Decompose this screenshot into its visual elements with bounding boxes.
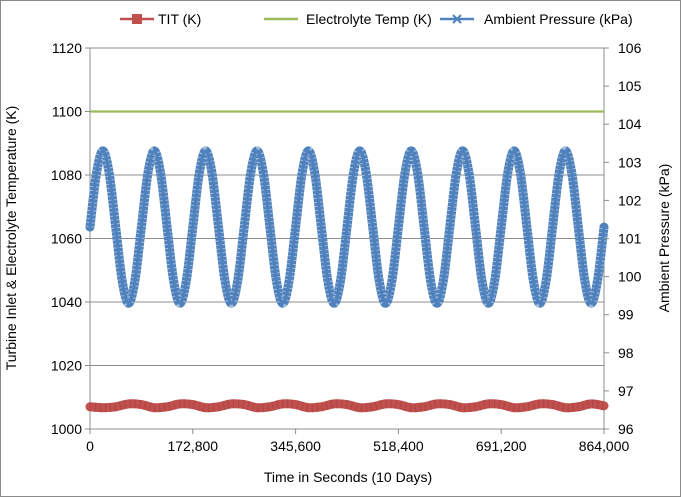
y-right-tick-label: 100 <box>618 269 642 285</box>
x-tick-label: 0 <box>86 438 94 454</box>
y-right-tick-label: 98 <box>618 345 634 361</box>
y-left-tick-label: 1020 <box>51 358 82 374</box>
x-tick-label: 345,600 <box>270 438 321 454</box>
y-right-tick-label: 97 <box>618 383 634 399</box>
y-right-tick-label: 96 <box>618 421 634 437</box>
series-line-core <box>88 149 606 305</box>
x-tick-label: 691,200 <box>476 438 527 454</box>
x-axis-title: Time in Seconds (10 Days) <box>264 469 432 485</box>
y-left-tick-label: 1040 <box>51 294 82 310</box>
legend-label: TIT (K) <box>158 11 201 27</box>
y-left-tick-label: 1120 <box>52 40 82 56</box>
y-right-tick-label: 101 <box>618 231 642 247</box>
series-2 <box>85 146 609 308</box>
legend-label: Electrolyte Temp (K) <box>306 11 432 27</box>
x-tick-label: 172,800 <box>167 438 218 454</box>
x-tick-label: 864,000 <box>579 438 630 454</box>
y-left-tick-label: 1060 <box>51 231 82 247</box>
legend-swatch-marker <box>132 14 142 24</box>
legend-swatch-marker <box>452 14 462 24</box>
y-right-tick-label: 99 <box>618 307 634 323</box>
series-0 <box>85 399 609 413</box>
legend-item-1: Electrolyte Temp (K) <box>264 11 432 27</box>
y-axis-right: 96 97 98 99 100 101 102 103 104 105 106 <box>604 40 642 437</box>
series-line <box>85 399 609 413</box>
legend: TIT (K) Electrolyte Temp (K) Ambient Press… <box>120 11 633 27</box>
y-axis-left-title: Turbine Inlet & Electrolyte Temperature … <box>3 106 19 371</box>
legend-item-0: TIT (K) <box>120 11 201 27</box>
y-right-tick-label: 102 <box>618 192 642 208</box>
y-right-tick-label: 104 <box>618 116 642 132</box>
x-axis: 0 172,800 345,600 518,400 691,200 864,000 <box>86 429 630 454</box>
x-tick-label: 518,400 <box>373 438 424 454</box>
series-line-texture <box>89 399 605 413</box>
y-left-tick-label: 1080 <box>51 167 82 183</box>
y-right-tick-label: 106 <box>618 40 642 56</box>
y-left-tick-label: 1100 <box>52 104 82 120</box>
y-left-tick-label: 1000 <box>51 421 82 437</box>
series-layer <box>85 110 609 413</box>
y-right-tick-label: 105 <box>618 78 642 94</box>
y-axis-right-title: Ambient Pressure (kPa) <box>656 164 672 313</box>
y-right-tick-label: 103 <box>618 154 642 170</box>
y-axis-left: 1000 1020 1040 1060 1080 1100 1120 <box>51 40 90 437</box>
legend-label: Ambient Pressure (kPa) <box>484 11 633 27</box>
legend-item-2: Ambient Pressure (kPa) <box>440 11 633 27</box>
